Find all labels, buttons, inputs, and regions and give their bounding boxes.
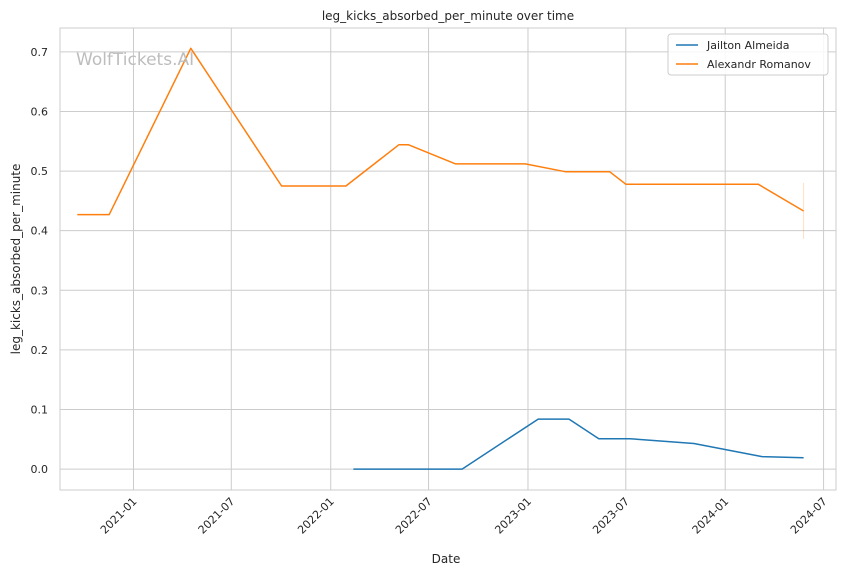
- series-line-alexandr-romanov: [77, 47, 804, 216]
- data-point-alexandr-romanov: [345, 185, 347, 187]
- y-tick-label: 0.3: [31, 284, 49, 297]
- chart-title: leg_kicks_absorbed_per_minute over time: [322, 9, 574, 23]
- data-point-alexandr-romanov: [608, 171, 610, 173]
- data-point-jailton-almeida: [537, 418, 539, 420]
- data-point-jailton-almeida: [568, 418, 570, 420]
- x-tick-label: 2023-01: [492, 495, 534, 537]
- data-point-jailton-almeida: [628, 438, 630, 440]
- data-point-alexandr-romanov: [407, 144, 409, 146]
- legend-label-alexandr-romanov: Alexandr Romanov: [707, 58, 811, 71]
- data-point-jailton-almeida: [352, 468, 354, 470]
- data-point-alexandr-romanov: [454, 163, 456, 165]
- legend: Jailton Almeida Alexandr Romanov: [667, 33, 829, 76]
- y-axis-ticks: 0.0 0.1 0.2 0.3 0.4 0.5 0.6 0.7: [31, 46, 49, 476]
- data-point-alexandr-romanov: [108, 213, 110, 215]
- grid: [60, 28, 836, 490]
- y-tick-label: 0.6: [31, 105, 49, 118]
- series-layer: [76, 47, 805, 470]
- data-point-alexandr-romanov: [757, 183, 759, 185]
- data-point-jailton-almeida: [802, 457, 804, 459]
- plot-frame: [59, 27, 837, 491]
- x-axis-ticks: 2021-01 2021-07 2022-01 2022-07 2023-01 2023-…: [98, 495, 830, 537]
- data-point-alexandr-romanov: [524, 163, 526, 165]
- watermark: WolfTickets.AI: [76, 50, 194, 70]
- data-point-alexandr-romanov: [280, 185, 282, 187]
- data-point-alexandr-romanov: [398, 144, 400, 146]
- x-tick-label: 2021-07: [196, 495, 238, 537]
- legend-label-jailton-almeida: Jailton Almeida: [706, 39, 789, 52]
- data-point-jailton-almeida: [693, 442, 695, 444]
- data-point-jailton-almeida: [761, 455, 763, 457]
- data-point-jailton-almeida: [461, 468, 463, 470]
- y-tick-label: 0.4: [31, 225, 49, 238]
- y-tick-label: 0.2: [31, 344, 49, 357]
- y-axis-label: leg_kicks_absorbed_per_minute: [9, 164, 23, 355]
- y-tick-label: 0.5: [31, 165, 49, 178]
- plot-background: [60, 28, 836, 490]
- series-line-jailton-almeida: [353, 418, 804, 470]
- y-tick-label: 0.1: [31, 404, 49, 417]
- x-tick-label: 2022-07: [393, 495, 435, 537]
- data-point-alexandr-romanov: [564, 171, 566, 173]
- x-tick-label: 2024-07: [788, 495, 830, 537]
- data-point-alexandr-romanov: [625, 183, 627, 185]
- x-tick-label: 2022-01: [295, 495, 337, 537]
- x-tick-label: 2024-01: [690, 495, 732, 537]
- legend-box: [667, 33, 829, 76]
- data-point-alexandr-romanov: [76, 213, 78, 215]
- x-tick-label: 2021-01: [98, 495, 140, 537]
- x-tick-label: 2023-07: [590, 495, 632, 537]
- x-axis-label: Date: [432, 552, 461, 566]
- y-tick-label: 0.0: [31, 463, 49, 476]
- data-point-jailton-almeida: [598, 438, 600, 440]
- y-tick-label: 0.7: [31, 46, 49, 59]
